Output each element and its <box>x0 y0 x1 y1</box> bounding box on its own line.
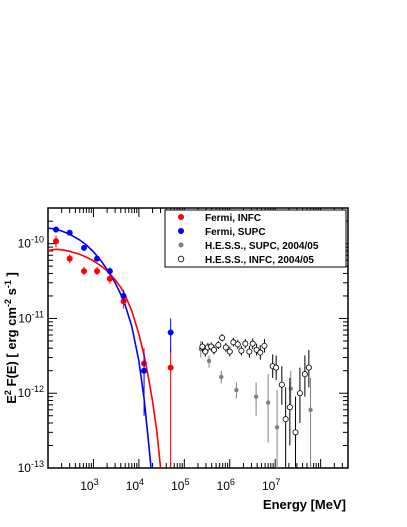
y-tick-label: 10-12 <box>18 384 44 400</box>
data-point <box>94 255 101 262</box>
data-point <box>199 343 206 350</box>
data-point <box>288 386 293 391</box>
data-point <box>273 364 280 371</box>
data-points <box>53 226 313 468</box>
legend-marker-fermi-supc <box>178 228 184 234</box>
data-point <box>141 367 148 374</box>
data-point <box>66 229 73 236</box>
x-tick-label: 107 <box>262 477 280 493</box>
data-point <box>257 349 264 356</box>
data-point <box>234 341 241 348</box>
data-point <box>53 226 60 233</box>
data-point <box>282 416 289 423</box>
data-point <box>292 429 299 436</box>
legend-marker-hess-supc <box>178 242 184 248</box>
data-point <box>253 394 259 399</box>
legend-label-hess-supc: H.E.S.S., SUPC, 2004/05 <box>205 241 319 252</box>
axis-ticks: 103 104 105 106 107 10-13 10-12 10-11 10-10 <box>18 207 349 493</box>
data-point <box>81 268 88 275</box>
x-tick-label: 105 <box>171 477 189 493</box>
x-tick-label: 106 <box>217 477 235 493</box>
data-point <box>219 374 224 380</box>
data-point <box>211 346 218 353</box>
data-point <box>81 244 88 251</box>
data-point <box>167 329 174 336</box>
y-tick-label: 10-10 <box>18 235 44 251</box>
data-point <box>286 404 293 411</box>
series-hess-supc <box>198 340 313 468</box>
data-point <box>206 358 212 364</box>
legend-label-fermi-supc: Fermi, SUPC <box>205 227 266 238</box>
x-tick-label: 103 <box>80 477 98 493</box>
model-curves <box>47 227 162 469</box>
data-point <box>226 348 233 355</box>
data-point <box>106 275 113 282</box>
data-point <box>66 255 73 262</box>
data-point <box>167 364 174 371</box>
data-point <box>305 364 312 371</box>
y-tick-label: 10-11 <box>18 309 44 325</box>
data-point <box>219 334 226 341</box>
y-tick-label: 10-13 <box>18 459 44 475</box>
data-point <box>274 425 280 430</box>
model-curve-infc <box>47 248 162 469</box>
legend: Fermi, INFC Fermi, SUPC H.E.S.S., SUPC, … <box>177 213 319 266</box>
legend-label-hess-infc: H.E.S.S., INFC, 2004/05 <box>205 255 314 266</box>
data-point <box>53 238 60 245</box>
data-point <box>308 407 313 413</box>
data-point <box>94 268 101 275</box>
data-point <box>296 390 303 397</box>
data-point <box>249 340 256 347</box>
legend-label-fermi-infc: Fermi, INFC <box>205 213 261 224</box>
series-hess-infc <box>199 333 312 468</box>
data-point <box>301 371 308 378</box>
data-point <box>222 344 229 351</box>
series-fermi-infc <box>53 235 174 468</box>
x-axis-title: Energy [MeV] <box>263 497 346 512</box>
data-point <box>246 348 253 355</box>
data-point <box>106 268 113 275</box>
data-point <box>265 400 271 405</box>
series-fermi-supc <box>53 226 174 416</box>
y-axis-title: E2 F(E) [ erg cm-2 s-1 ] <box>3 272 19 404</box>
data-point <box>215 342 222 349</box>
x-tick-label: 104 <box>126 477 144 493</box>
data-point <box>238 347 245 354</box>
legend-marker-fermi-infc <box>178 214 184 220</box>
data-point <box>242 340 249 347</box>
data-point <box>261 342 268 349</box>
data-point <box>278 381 285 388</box>
legend-marker-hess-infc <box>177 255 185 263</box>
data-point <box>120 292 127 299</box>
legend-box <box>164 209 347 268</box>
data-point <box>234 387 239 393</box>
